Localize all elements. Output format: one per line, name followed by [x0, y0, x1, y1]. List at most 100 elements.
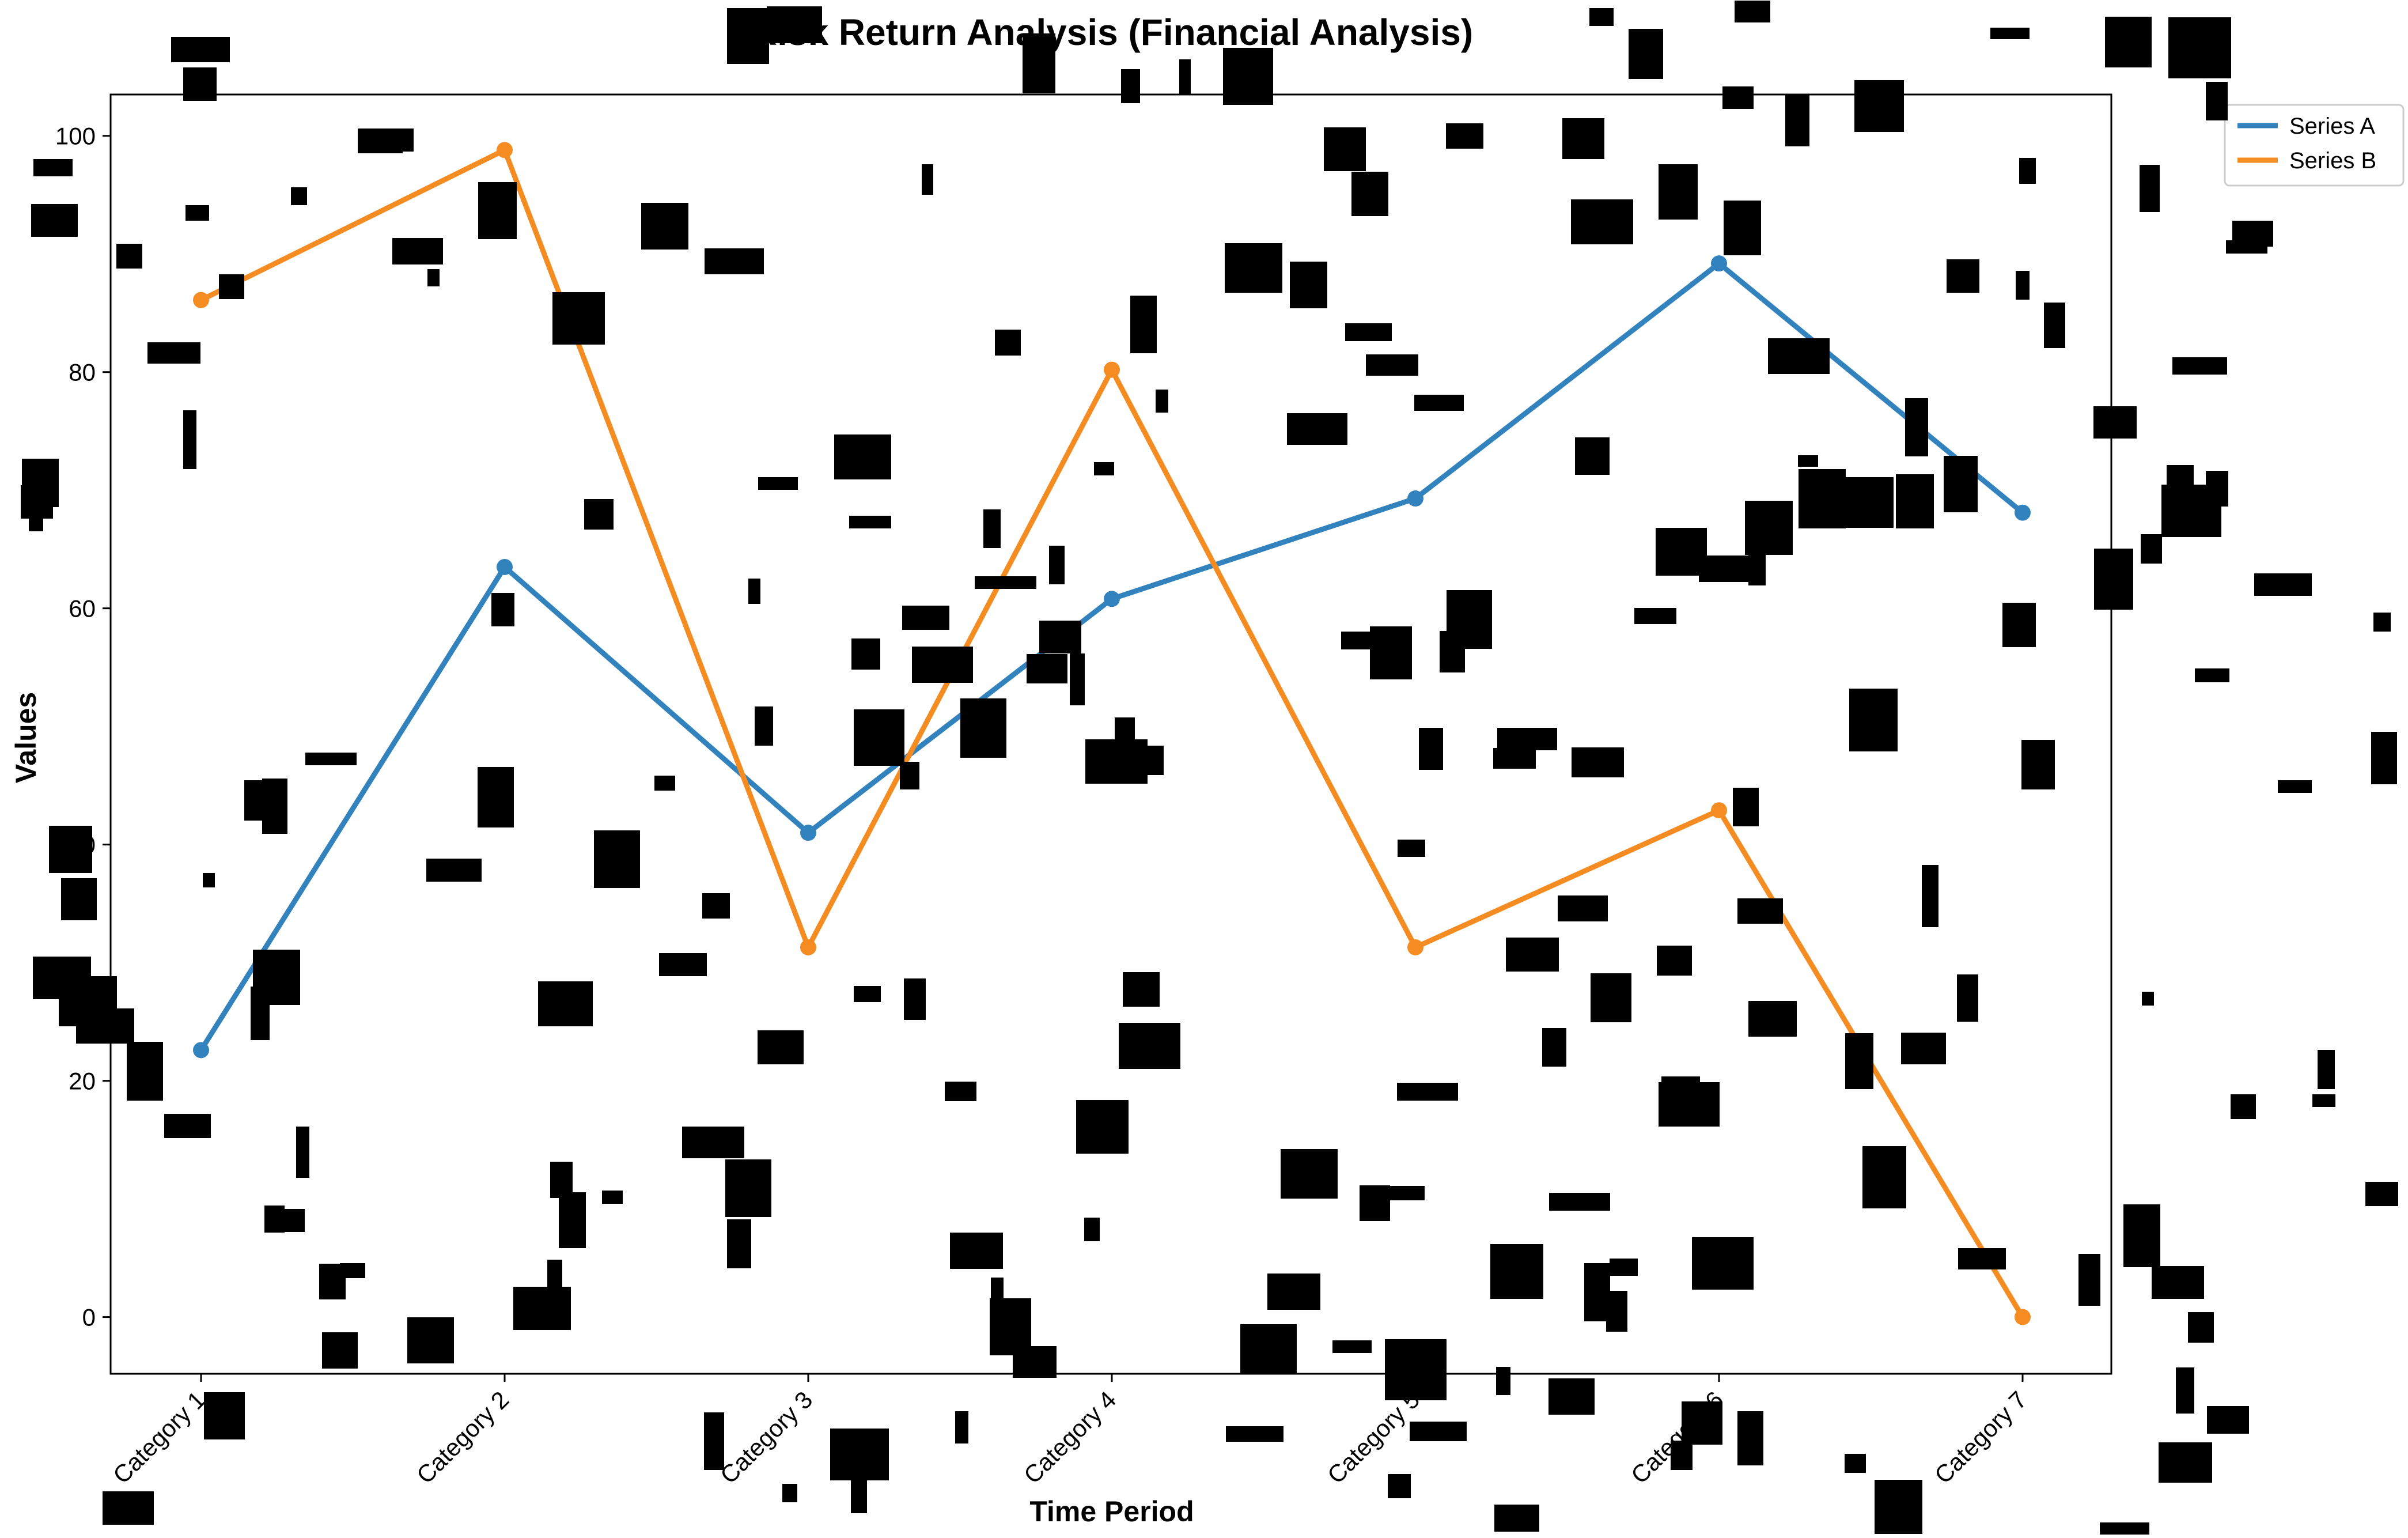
data-point [1711, 255, 1727, 272]
occlusion-block [902, 606, 949, 630]
occlusion-block [1849, 689, 1898, 751]
occlusion-block [1447, 590, 1492, 649]
occlusion-block [1225, 243, 1282, 293]
occlusion-block [2371, 732, 2397, 784]
occlusion-block [1584, 1263, 1610, 1321]
occlusion-block [1896, 474, 1934, 528]
occlusion-block [1558, 895, 1608, 921]
occlusion-block [1287, 413, 1347, 445]
occlusion-block [340, 1263, 365, 1278]
occlusion-block [2207, 1406, 2249, 1434]
occlusion-block [1748, 1001, 1797, 1037]
data-point [1711, 802, 1727, 819]
occlusion-block [1737, 898, 1783, 924]
occlusion-block [2168, 17, 2231, 78]
occlusion-block [1722, 86, 1754, 109]
occlusion-block [727, 8, 769, 64]
occlusion-block [2278, 780, 2312, 793]
occlusion-block [1397, 1083, 1458, 1101]
occlusion-block [702, 893, 730, 919]
occlusion-block [767, 6, 822, 43]
occlusion-block [584, 499, 614, 530]
occlusion-block [1388, 1474, 1411, 1498]
occlusion-block [748, 579, 760, 604]
occlusion-block [1548, 1378, 1595, 1415]
occlusion-block [1572, 747, 1624, 777]
occlusion-block [1785, 95, 1809, 146]
occlusion-block [1121, 69, 1140, 103]
occlusion-block [2206, 82, 2228, 120]
occlusion-block [1745, 501, 1793, 555]
y-tick-label: 20 [69, 1068, 96, 1095]
y-tick-label: 100 [55, 123, 96, 150]
data-point [1407, 939, 1423, 955]
occlusion-block [538, 981, 593, 1026]
occlusion-block [203, 873, 215, 887]
occlusion-block [219, 274, 244, 299]
occlusion-block [2093, 406, 2137, 439]
occlusion-block [1610, 1259, 1638, 1276]
y-axis-label: Values [10, 692, 42, 783]
occlusion-block [1345, 323, 1392, 341]
occlusion-block [1875, 1480, 1922, 1534]
occlusion-block [602, 1191, 623, 1204]
occlusion-overlay [21, 1, 2398, 1535]
occlusion-block [1027, 654, 1067, 683]
occlusion-block [1659, 164, 1698, 220]
occlusion-block [1290, 262, 1327, 308]
occlusion-block [2100, 1522, 2149, 1535]
occlusion-block [758, 477, 798, 490]
data-point [193, 1042, 209, 1059]
occlusion-block [854, 986, 881, 1002]
occlusion-block [127, 1042, 163, 1101]
occlusion-block [955, 1411, 968, 1443]
occlusion-block [1497, 728, 1557, 750]
occlusion-block [2312, 1094, 2335, 1107]
occlusion-block [1494, 1505, 1539, 1532]
occlusion-block [1901, 1033, 1946, 1064]
occlusion-block [183, 410, 196, 469]
occlusion-block [1370, 626, 1412, 679]
occlusion-block [1549, 1193, 1610, 1211]
occlusion-block [61, 878, 97, 920]
occlusion-block [727, 1219, 751, 1268]
occlusion-block [1240, 1324, 1297, 1373]
occlusion-block [782, 1484, 797, 1502]
occlusion-block [1281, 1149, 1338, 1199]
y-tick-label: 80 [69, 359, 96, 386]
occlusion-block [1378, 1186, 1425, 1200]
occlusion-block [2094, 549, 2133, 610]
occlusion-block [1366, 354, 1418, 376]
occlusion-block [912, 647, 973, 683]
occlusion-block [922, 164, 933, 195]
occlusion-block [2002, 603, 2036, 647]
occlusion-block [704, 1412, 724, 1470]
occlusion-block [1589, 8, 1614, 26]
occlusion-block [1735, 1, 1770, 22]
occlusion-block [1123, 972, 1160, 1007]
occlusion-block [164, 1114, 211, 1138]
occlusion-block [641, 203, 688, 250]
occlusion-block [2176, 1367, 2194, 1414]
occlusion-block [2365, 1182, 2398, 1206]
occlusion-block [426, 859, 482, 882]
legend-label: Series B [2289, 148, 2376, 173]
occlusion-block [1324, 127, 1366, 171]
occlusion-block [654, 776, 675, 791]
occlusion-block [2188, 1312, 2214, 1343]
occlusion-block [103, 1491, 154, 1525]
occlusion-block [1351, 172, 1388, 216]
occlusion-block [1724, 201, 1761, 255]
occlusion-block [849, 516, 891, 528]
occlusion-block [171, 37, 230, 62]
data-point [497, 142, 513, 158]
occlusion-block [2078, 1254, 2100, 1306]
occlusion-block [322, 1332, 358, 1369]
x-axis-label: Time Period [1029, 1495, 1194, 1528]
occlusion-block [1562, 118, 1604, 159]
occlusion-block [1223, 48, 1273, 105]
occlusion-block [407, 1317, 454, 1363]
occlusion-block [1657, 946, 1692, 976]
occlusion-block [1013, 1346, 1057, 1378]
y-tick-label: 0 [82, 1304, 96, 1331]
